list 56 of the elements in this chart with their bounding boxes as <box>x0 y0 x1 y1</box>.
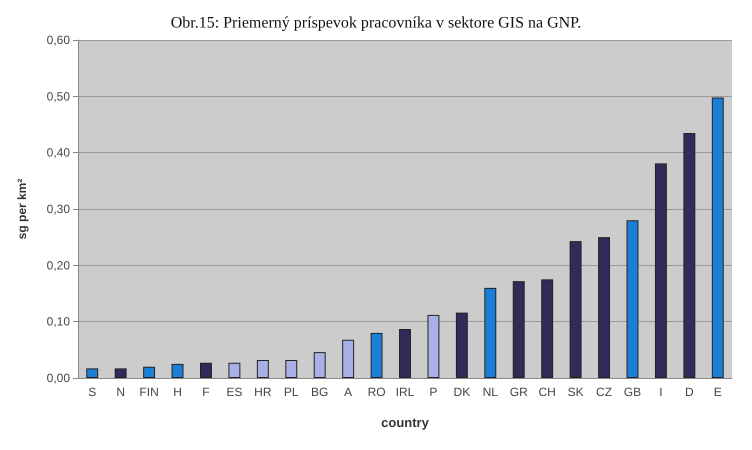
x-tick-label: CZ <box>596 385 612 399</box>
x-tick-label: RO <box>368 385 386 399</box>
x-tick-label: F <box>202 385 210 399</box>
bar <box>143 366 156 378</box>
bar <box>427 314 440 378</box>
x-tick-label: DK <box>454 385 470 399</box>
bar <box>541 279 554 378</box>
x-tick-label: P <box>429 385 438 399</box>
bar <box>114 368 127 378</box>
y-tick-label: 0,40 <box>46 146 70 160</box>
bar <box>654 163 667 378</box>
y-tick-label: 0,10 <box>46 314 70 329</box>
bar <box>342 340 354 378</box>
bar <box>256 360 269 378</box>
x-tick-label: E <box>714 385 722 399</box>
x-tick-label: I <box>659 385 663 399</box>
x-tick-label: FIN <box>139 385 159 399</box>
bar <box>512 281 525 378</box>
bar <box>228 362 240 378</box>
y-axis-title: sg per km² <box>15 178 29 240</box>
y-tick-label: 0,20 <box>46 258 70 272</box>
bar <box>86 368 98 378</box>
y-tick-label: 0,30 <box>46 202 70 216</box>
y-tick-label: 0,00 <box>46 371 70 385</box>
x-tick-label: D <box>685 385 694 399</box>
x-tick-label: ES <box>226 385 242 399</box>
x-tick-label: IRL <box>396 385 415 399</box>
x-tick-label: N <box>116 385 125 399</box>
x-tick-label: HR <box>254 385 272 399</box>
bar <box>484 288 496 378</box>
x-tick-label: CH <box>538 385 556 399</box>
x-tick-label: A <box>344 385 352 399</box>
bar <box>712 97 724 378</box>
bar <box>285 360 298 378</box>
x-tick-label: GB <box>624 385 642 399</box>
bar <box>598 237 610 378</box>
bar <box>200 362 212 378</box>
bar <box>399 328 411 378</box>
x-tick-label: SK <box>568 385 584 399</box>
x-tick-label: S <box>88 385 96 399</box>
bar <box>683 132 696 378</box>
bar <box>570 241 582 378</box>
chart-title: Obr.15: Priemerný príspevok pracovníka v sektore GIS na GNP. <box>170 14 582 32</box>
bar <box>370 332 383 378</box>
x-tick-label: BG <box>311 385 328 399</box>
x-tick-label: GR <box>510 385 528 399</box>
y-tick-label: 0,60 <box>46 33 70 47</box>
bar <box>626 220 638 378</box>
x-axis-title: country <box>381 415 430 430</box>
bar <box>456 312 468 378</box>
x-tick-label: NL <box>482 385 498 399</box>
x-tick-label: H <box>173 385 182 399</box>
bar <box>314 352 326 378</box>
x-tick-label: PL <box>284 385 299 399</box>
y-tick-label: 0,50 <box>46 89 70 104</box>
bar <box>172 364 184 378</box>
